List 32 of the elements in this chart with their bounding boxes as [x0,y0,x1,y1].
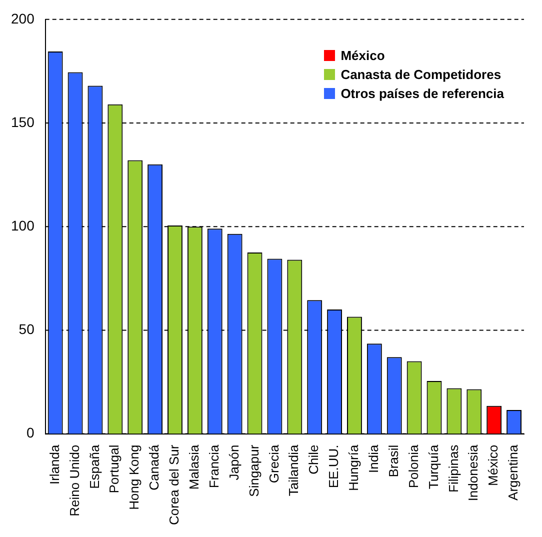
x-tick-label: Corea del Sur [166,444,182,526]
y-tick-label: 0 [26,424,35,441]
legend-label: Otros países de referencia [340,86,504,101]
y-tick-label: 50 [18,321,35,338]
x-tick-label: Portugal [106,444,122,494]
x-tick-label: Polonia [406,444,421,488]
x-tick-label: Singapur [246,444,262,497]
x-tick-label: Japón [226,444,242,480]
x-tick-label: Filipinas [446,444,461,492]
x-tick-label: México [486,444,501,486]
x-tick-label: Argentina [506,444,521,500]
legend-label: México [340,48,385,63]
legend-label: Canasta de Competidores [340,67,502,82]
x-tick-label: Reino Unido [66,444,82,516]
x-tick-label: Irlanda [46,444,62,485]
x-tick-label: Hong Kong [126,444,142,510]
x-tick-label: España [86,444,102,489]
x-tick-label: Malasia [186,444,202,490]
x-tick-label: India [366,444,382,473]
x-tick-label: EE.UU. [326,444,342,488]
x-tick-label: Grecia [266,444,282,484]
y-tick-label: 100 [11,217,35,234]
x-tick-label: Hungría [346,444,362,492]
x-tick-label: Chile [306,444,322,474]
y-tick-label: 200 [11,10,35,26]
x-tick-label: Francia [206,444,222,488]
x-tick-label: Canadá [146,444,162,490]
y-tick-label: 150 [11,114,35,130]
x-tick-label: Brasil [386,444,401,478]
x-tick-label: Tailandia [286,444,302,496]
x-tick-label: Turquía [426,444,441,490]
x-tick-label: Indonesia [466,444,481,502]
